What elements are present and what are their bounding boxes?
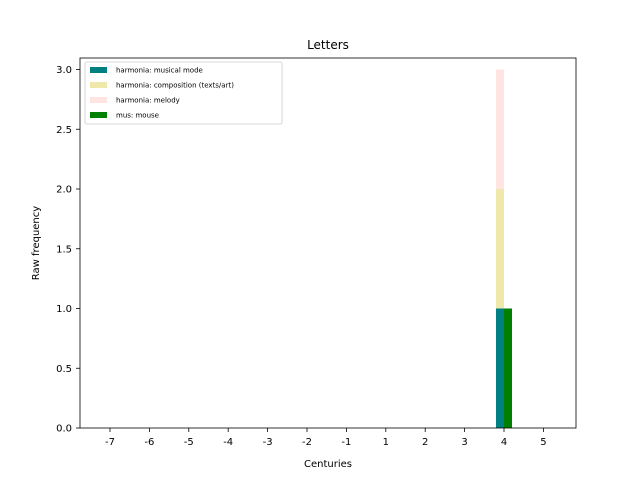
x-tick-label: -4 xyxy=(223,437,233,448)
legend-swatch xyxy=(90,82,107,88)
x-tick-label: -5 xyxy=(184,437,194,448)
x-tick-label: 2 xyxy=(422,437,428,448)
x-tick-label: -1 xyxy=(341,437,351,448)
y-tick-label: 2.0 xyxy=(56,185,72,196)
legend-label: mus: mouse xyxy=(116,112,159,120)
plot-frame xyxy=(79,57,577,429)
legend-box xyxy=(84,61,283,125)
x-axis-ticks: -7 -6 -5 -4 -3 -2 -1 1 2 3 4 5 xyxy=(105,428,547,448)
bars-group xyxy=(496,69,512,428)
y-tick-label: 0.5 xyxy=(56,364,72,375)
y-tick-label: 1.5 xyxy=(56,244,72,255)
x-tick-label: 3 xyxy=(461,437,467,448)
legend-swatch xyxy=(90,67,107,73)
legend-label: harmonia: melody xyxy=(116,97,180,105)
y-tick-label: 3.0 xyxy=(56,65,72,76)
x-tick-label: 4 xyxy=(501,437,507,448)
legend-label: harmonia: musical mode xyxy=(116,67,203,75)
x-tick-label: 5 xyxy=(540,437,546,448)
legend-swatch xyxy=(90,97,107,103)
bar xyxy=(504,308,512,428)
y-axis-ticks: 0.0 0.5 1.0 1.5 2.0 2.5 3.0 xyxy=(56,65,80,435)
bar xyxy=(496,308,504,428)
y-tick-label: 1.0 xyxy=(56,304,72,315)
chart-title: Letters xyxy=(307,38,349,52)
y-tick-label: 2.5 xyxy=(56,125,72,136)
x-axis-label: Centuries xyxy=(304,459,352,470)
x-tick-label: -7 xyxy=(105,437,115,448)
y-tick-label: 0.0 xyxy=(56,424,72,435)
legend-swatch xyxy=(90,112,107,118)
legend-label: harmonia: composition (texts/art) xyxy=(116,82,234,90)
bar xyxy=(496,69,504,189)
legend: harmonia: musical mode harmonia: composit… xyxy=(84,61,283,125)
x-tick-label: 1 xyxy=(383,437,389,448)
x-tick-label: -2 xyxy=(302,437,312,448)
y-axis-label: Raw frequency xyxy=(31,206,42,280)
bar xyxy=(496,189,504,309)
x-tick-label: -3 xyxy=(263,437,273,448)
x-tick-label: -6 xyxy=(144,437,154,448)
